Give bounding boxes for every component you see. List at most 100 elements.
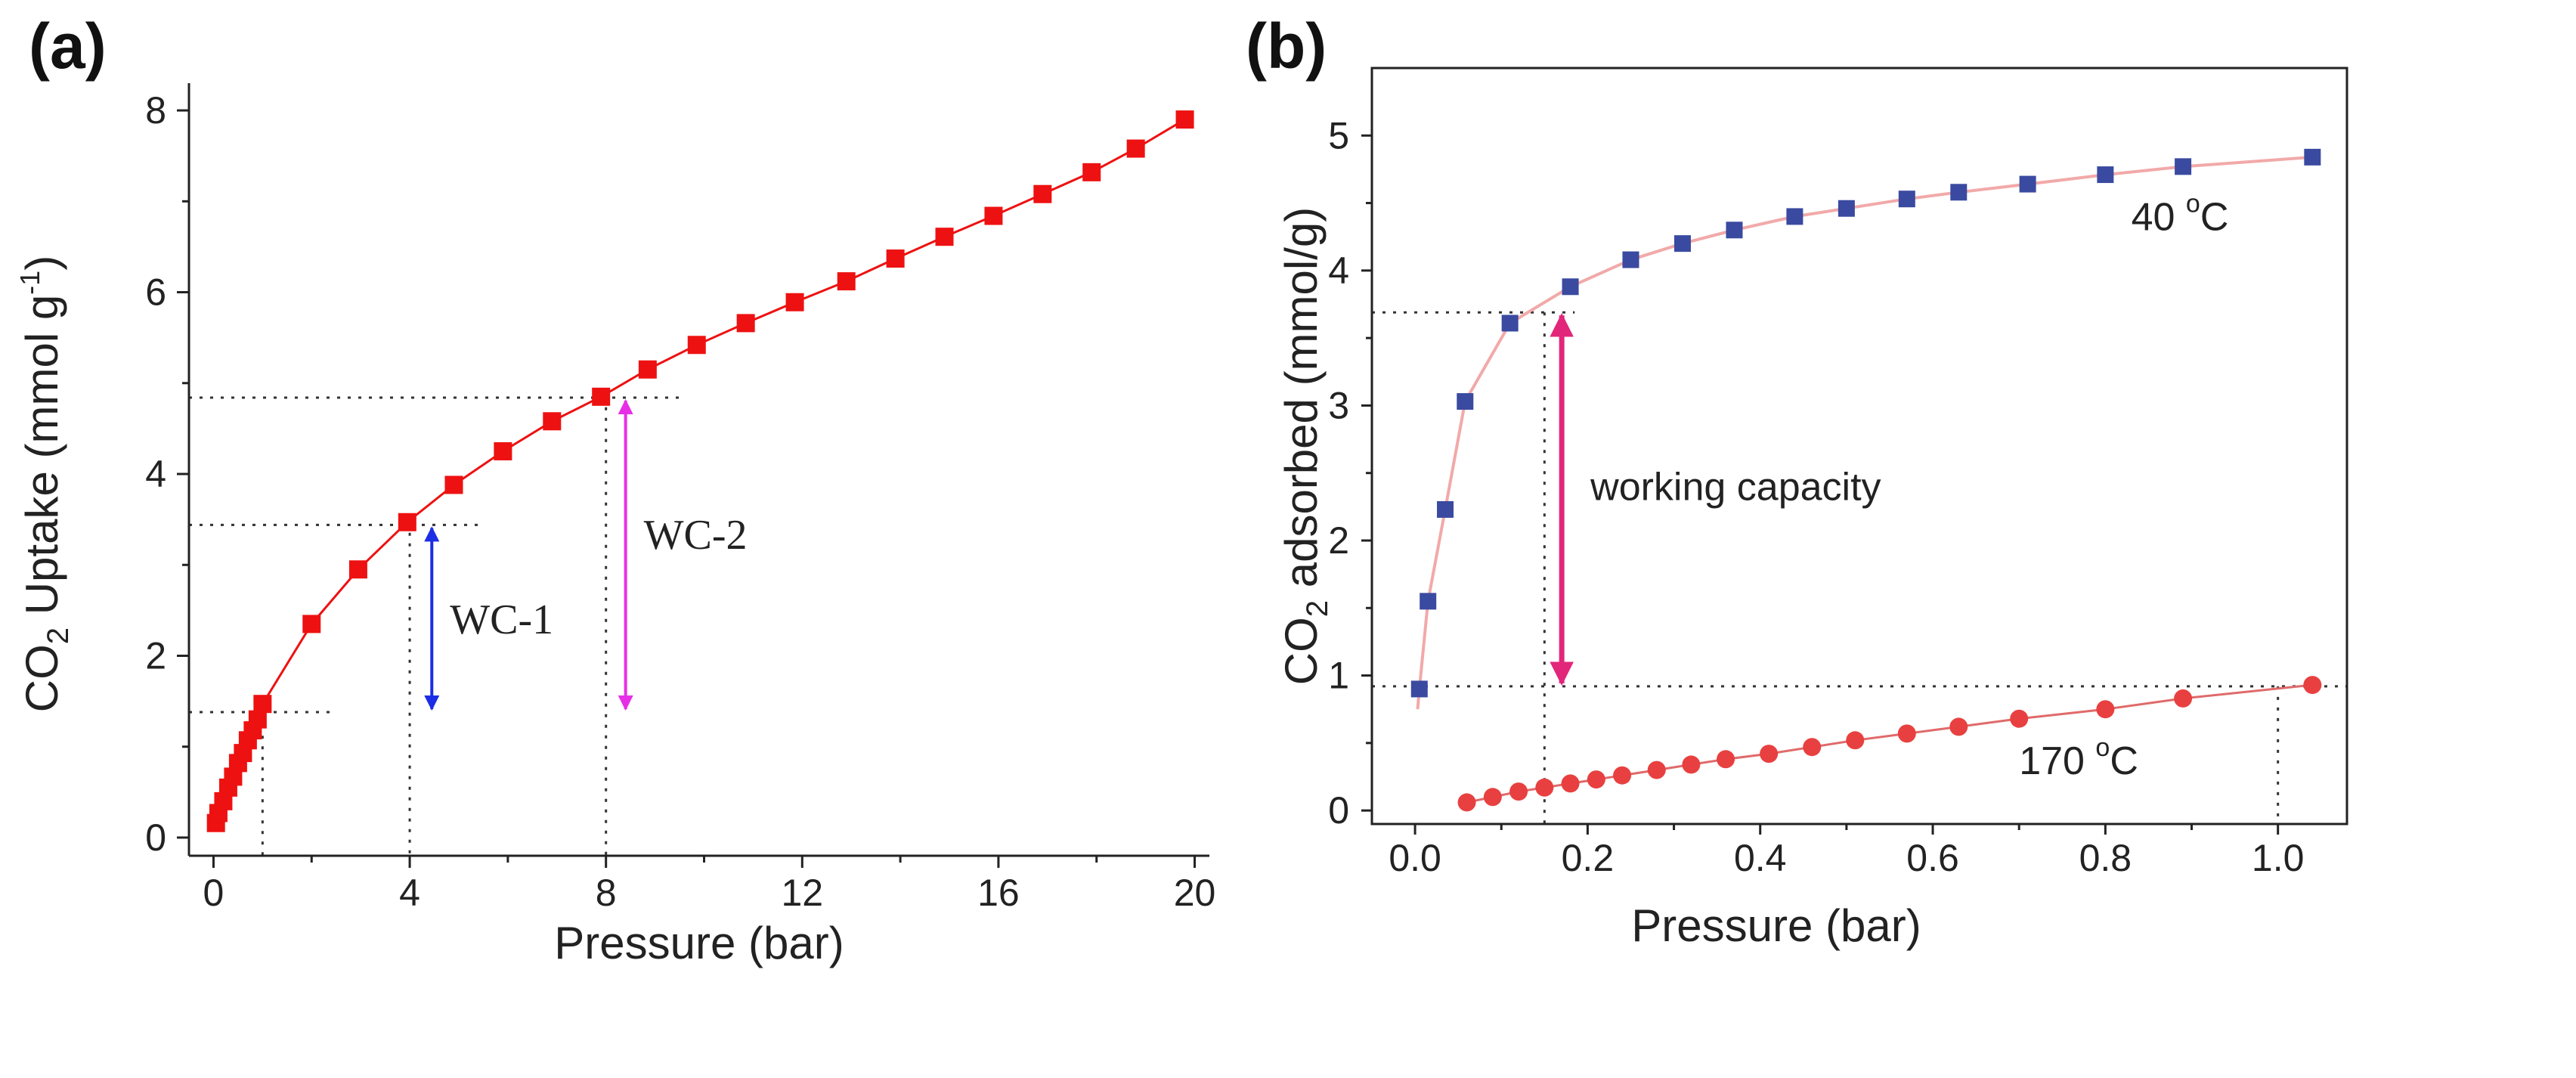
- panel-b-data-point-40C: [1457, 393, 1474, 410]
- panel-b-data-point-40C: [2097, 166, 2114, 184]
- panel-b-data-point-40C: [1673, 235, 1691, 252]
- panel-a-y-tick-label: 0: [145, 816, 166, 859]
- panel-b-data-point-170C: [1803, 738, 1822, 757]
- panel-b-data-point-170C: [1897, 724, 1916, 743]
- panel-b-series-label-main: 40: [2132, 195, 2186, 239]
- panel-b-data-point-40C: [1838, 200, 1855, 217]
- panel-a-label: (a): [29, 11, 107, 82]
- panel-a-x-tick-label: 16: [977, 872, 1020, 914]
- panel-b: (b) working capacity 0.0 0.2 0.4 0.6 0.8 1.0 …: [1246, 11, 2348, 951]
- panel-b-data-point-40C: [1950, 184, 1968, 201]
- panel-a-wc-label: WC-1: [450, 596, 553, 643]
- panel-a-x-tick-label: 8: [596, 872, 617, 914]
- panel-b-data-point-170C: [1846, 731, 1865, 750]
- panel-b-series-label-unit: C: [2200, 195, 2229, 239]
- panel-a-axes: [187, 83, 1209, 857]
- panel-b-data-point-170C: [1647, 760, 1666, 779]
- panel-b-x-axis-title: Pressure (bar): [1631, 900, 1921, 951]
- panel-a-y-tick-label: 2: [145, 634, 166, 677]
- panel-a-data-point: [1033, 184, 1052, 203]
- panel-a-ylabel-end: ): [17, 256, 67, 271]
- panel-b-data-point-40C: [2304, 148, 2321, 166]
- panel-b-data-point-40C: [1622, 251, 1639, 268]
- panel-b-data-point-40C: [1726, 221, 1743, 239]
- panel-b-series-label-unit: C: [2110, 739, 2138, 783]
- panel-a-data-point: [687, 336, 706, 355]
- panel-a-guides: [189, 396, 680, 856]
- panel-b-y-tick-label: 2: [1328, 519, 1349, 562]
- panel-b-y-tick-label: 0: [1328, 789, 1349, 832]
- panel-a-x-tick-label: 12: [781, 872, 823, 914]
- panel-b-data-points: [1410, 148, 2322, 812]
- panel-a-y-axis-title: CO2 Uptake (mmol g-1): [14, 256, 75, 712]
- panel-a-ylabel-rest: Uptake (mmol g: [17, 295, 67, 627]
- panel-a-y-tick-label: 4: [145, 453, 166, 495]
- panel-b-series-label: 170 oC: [2019, 733, 2138, 783]
- panel-a-data-point: [253, 695, 272, 714]
- panel-b-y-ticks: 0 1 2 3 4 5: [1328, 114, 1372, 832]
- panel-b-y-tick-label: 5: [1328, 114, 1349, 156]
- panel-b-x-tick-label: 0.8: [2079, 837, 2132, 879]
- panel-b-working-capacity-label: working capacity: [1590, 466, 1881, 510]
- panel-a-data-point: [1175, 110, 1194, 129]
- panel-b-fit-40C: [1416, 155, 2313, 710]
- panel-b-x-tick-label: 0.0: [1389, 837, 1441, 879]
- panel-b-data-point-40C: [1786, 208, 1804, 225]
- panel-b-ylabel-rest: adsorbed (mmol/g): [1276, 207, 1327, 600]
- panel-a-data-point: [837, 272, 856, 291]
- panel-a-data-point: [444, 475, 463, 494]
- panel-b-annotations: working capacity: [1550, 313, 1881, 686]
- panel-a-data-point: [736, 314, 755, 333]
- panel-b-x-tick-label: 0.2: [1562, 837, 1615, 879]
- panel-a-data-point: [494, 441, 512, 460]
- panel-a-annotations: WC-1 WC-2: [424, 399, 748, 711]
- panel-b-series-label-degree: o: [2095, 733, 2110, 762]
- panel-a-x-tick-label: 4: [399, 872, 420, 914]
- panel-a-data-point: [398, 513, 416, 531]
- panel-b-data-point-170C: [2303, 676, 2322, 695]
- panel-b-data-point-170C: [1535, 778, 1554, 797]
- panel-b-data-point-40C: [2019, 175, 2036, 193]
- panel-b-data-point-170C: [2174, 689, 2193, 708]
- panel-a-x-axis-title: Pressure (bar): [554, 918, 844, 968]
- panel-a-x-tick-label: 0: [203, 872, 224, 914]
- panel-a-data-point: [785, 293, 804, 311]
- panel-b-data-point-40C: [1410, 680, 1428, 698]
- panel-b-data-point-170C: [1457, 793, 1476, 812]
- panel-a-data-point: [638, 360, 657, 379]
- panel-b-x-tick-label: 0.4: [1734, 837, 1787, 879]
- panel-a-data-point: [543, 412, 562, 431]
- panel-a-data-point: [302, 615, 321, 633]
- panel-b-ylabel-sub: 2: [1301, 600, 1334, 617]
- panel-a-data-point: [592, 387, 611, 406]
- panel-b-y-tick-label: 1: [1328, 655, 1349, 697]
- panel-a-data-point: [984, 206, 1003, 225]
- panel-a-ylabel-sup: -1: [14, 271, 45, 295]
- panel-b-data-point-170C: [2096, 700, 2115, 719]
- panel-b-guides: [1372, 311, 2347, 824]
- panel-a-y-tick-label: 8: [145, 89, 166, 132]
- panel-b-series-label-degree: o: [2186, 189, 2200, 218]
- panel-a-data-point: [1082, 163, 1101, 181]
- panel-a-x-ticks: 0 4 8 12 16 20: [203, 856, 1215, 914]
- panel-b-data-point-170C: [1682, 755, 1701, 774]
- panel-a-wc-label: WC-2: [644, 512, 748, 559]
- panel-b-data-point-170C: [1587, 770, 1605, 789]
- panel-a-data-point: [348, 560, 367, 579]
- panel-b-axes: [1370, 67, 2348, 826]
- panel-b-y-tick-label: 3: [1328, 384, 1349, 426]
- panel-a-data-points: [206, 110, 1194, 832]
- panel-b-data-point-40C: [1501, 314, 1519, 332]
- panel-b-frame: [1370, 67, 2348, 826]
- panel-a-series-line: [215, 118, 1186, 824]
- panel-a-data-point: [935, 228, 954, 246]
- panel-b-ylabel-main: CO: [1276, 617, 1327, 685]
- panel-b-data-point-40C: [1437, 500, 1454, 518]
- panel-b-data-point-40C: [1420, 593, 1437, 610]
- panel-b-data-point-170C: [1483, 788, 1502, 807]
- panel-a-data-point: [886, 249, 905, 268]
- panel-a-y-tick-label: 6: [145, 271, 166, 314]
- panel-b-data-point-40C: [1898, 191, 1915, 208]
- panel-b-y-axis-title: CO2 adsorbed (mmol/g): [1276, 207, 1334, 685]
